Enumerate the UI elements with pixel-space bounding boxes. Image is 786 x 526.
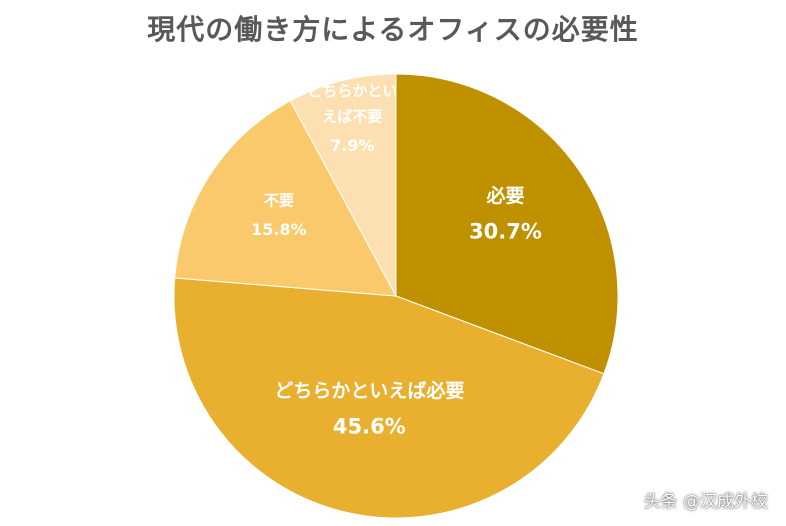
slice-name: どちらかとい [307, 82, 397, 100]
watermark-text: 头条 @汉成外校 [643, 492, 768, 512]
slice-name: 必要 [485, 184, 524, 207]
chart-title: 現代の働き方によるオフィスの必要性 [147, 13, 639, 46]
slice-value: 7.9% [330, 136, 374, 155]
pie-slice-3 [174, 100, 397, 297]
pie-labels: 必要 30.7% どちらかといえば必要 45.6% 不要 15.8% どちらかといえば不要 7… [251, 82, 542, 439]
pie-slice-2 [173, 277, 605, 519]
slice-value: 30.7% [469, 219, 542, 243]
pie-slices [173, 73, 619, 519]
slice-label-4: どちらかといえば不要 7.9% [307, 82, 397, 155]
pie-slice-1 [395, 73, 619, 375]
slice-label-3: 不要 15.8% [251, 192, 307, 240]
slice-label-1: 必要 30.7% [469, 184, 542, 243]
slice-name: 不要 [264, 192, 294, 210]
pie-slice-4 [289, 73, 397, 297]
slice-name: どちらかといえば必要 [274, 379, 464, 402]
slice-label-2: どちらかといえば必要 45.6% [274, 379, 464, 438]
slice-name: えば不要 [322, 107, 382, 125]
slice-value: 45.6% [333, 414, 406, 438]
slice-value: 15.8% [251, 220, 307, 239]
